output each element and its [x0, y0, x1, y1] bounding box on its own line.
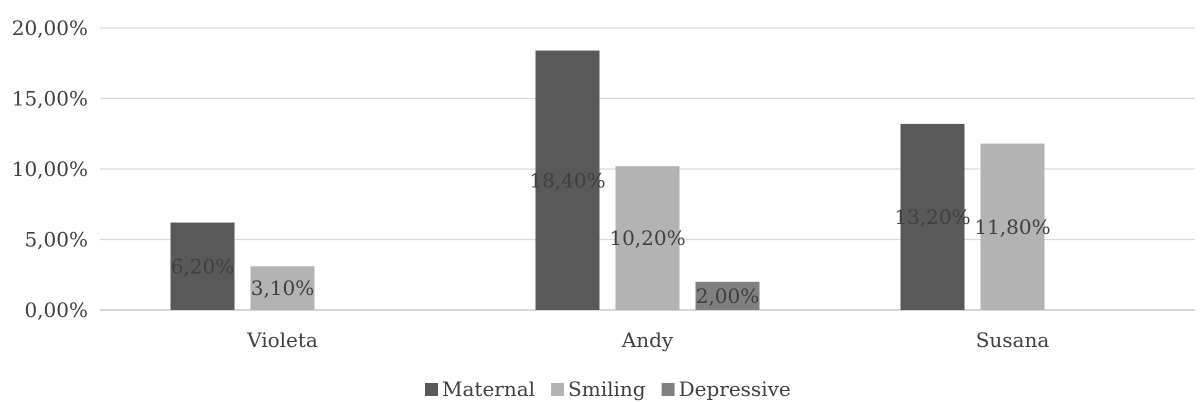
- data-label: 3,10%: [251, 276, 315, 300]
- bar-smiling-andy: [615, 166, 680, 310]
- x-category-label: Susana: [976, 328, 1050, 352]
- data-label: 13,20%: [894, 205, 970, 229]
- x-axis-categories: Violeta Andy Susana: [246, 328, 1049, 352]
- data-label: 18,40%: [529, 168, 605, 192]
- y-tick-label: 0,00%: [24, 298, 88, 322]
- y-tick-label: 10,00%: [12, 157, 88, 181]
- y-tick-label: 5,00%: [24, 228, 88, 252]
- bar-maternal-andy: [535, 50, 600, 311]
- data-label: 10,20%: [609, 226, 685, 250]
- legend-swatch: [425, 383, 438, 396]
- legend-swatch: [551, 383, 565, 396]
- legend-label: Maternal: [442, 377, 535, 401]
- legend-label: Depressive: [679, 377, 791, 401]
- x-category-label: Andy: [621, 328, 674, 352]
- bar-depressive-andy: [695, 281, 760, 310]
- y-axis-ticks: 0,00% 5,00% 10,00% 15,00% 20,00%: [12, 16, 88, 322]
- bar-smiling-susana: [980, 143, 1045, 310]
- bar-maternal-susana: [900, 123, 965, 310]
- bar-smiling-violeta: [250, 266, 315, 310]
- data-labels: 6,20% 3,10% 18,40% 10,20% 2,00% 13,20% 11,80%: [171, 168, 1051, 308]
- bars: [170, 50, 1045, 311]
- x-category-label: Violeta: [246, 328, 318, 352]
- data-label: 11,80%: [974, 215, 1050, 239]
- y-tick-label: 20,00%: [12, 16, 88, 40]
- y-tick-label: 15,00%: [12, 87, 88, 111]
- legend-label: Smiling: [568, 377, 646, 401]
- legend-swatch: [661, 383, 675, 396]
- bar-maternal-violeta: [170, 222, 235, 310]
- data-label: 2,00%: [696, 284, 760, 308]
- data-label: 6,20%: [171, 254, 235, 278]
- legend: Maternal Smiling Depressive: [425, 377, 791, 401]
